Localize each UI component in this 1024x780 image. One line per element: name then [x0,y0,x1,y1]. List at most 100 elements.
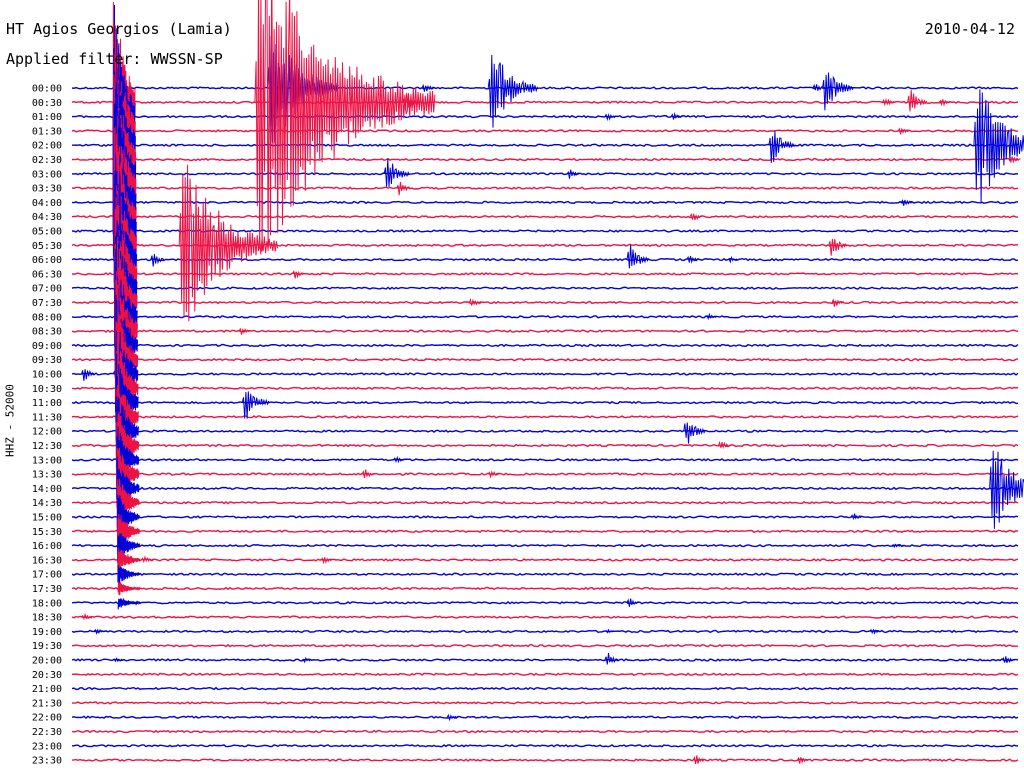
row-time-label: 01:30 [32,126,62,137]
event-waveform [670,111,684,120]
event-waveform [812,83,826,91]
trace-line [71,586,1019,591]
major-event-waveform [117,581,141,596]
row-time-label: 05:00 [32,227,62,238]
trace-line [71,558,1019,562]
event-waveform [626,598,640,607]
date-label: 2010-04-12 [924,20,1015,38]
event-waveform [897,127,911,135]
event-waveform [705,312,718,321]
row-time-label: 04:30 [32,212,62,223]
event-waveform [938,99,952,107]
trace-line [71,601,1019,605]
event-waveform [686,255,699,264]
trace-line [71,572,1019,576]
event-waveform [1001,656,1015,664]
trace-line [71,543,1019,548]
row-time-label: 11:00 [32,398,62,409]
row-time-label: 19:00 [32,627,62,638]
trace-line [71,300,1019,305]
row-time-label: 17:00 [32,570,62,581]
row-time-label: 03:00 [32,169,62,180]
trace-line [71,629,1019,634]
event-waveform [232,241,245,250]
event-waveform [828,238,848,256]
major-event-waveform [117,513,140,553]
trace-line [71,458,1019,462]
row-time-label: 04:00 [32,198,62,209]
row-time-label: 10:00 [32,370,62,381]
event-waveform [683,422,706,444]
event-waveform [973,89,1024,204]
row-time-label: 11:30 [32,412,62,423]
trace-line [71,315,1019,319]
trace-line [71,615,1019,619]
row-time-label: 17:30 [32,584,62,595]
event-waveform [93,628,107,635]
event-waveform [822,72,855,111]
row-time-label: 22:30 [32,727,62,738]
event-waveform [796,756,810,764]
trace-line [71,186,1019,190]
major-event-waveform [117,533,141,563]
event-waveform [907,89,928,112]
major-event-waveform [117,547,141,573]
trace-line [71,129,1019,133]
row-time-label: 15:30 [32,527,62,538]
trace-line [71,758,1019,762]
trace-line [71,157,1019,162]
event-waveform [881,98,895,107]
trace-line [71,443,1019,448]
row-time-label: 20:30 [32,670,62,681]
row-time-label: 12:00 [32,427,62,438]
trace-line [71,329,1019,333]
event-waveform [604,628,617,634]
trace-line [71,272,1019,276]
event-waveform [292,269,305,279]
event-waveform [361,469,375,479]
trace-line [71,529,1019,534]
trace-line [71,257,1019,262]
event-waveform [402,92,420,111]
event-waveform [487,54,538,128]
trace-line [71,744,1019,748]
event-waveform [393,455,406,464]
event-waveform [238,327,252,335]
trace-line [71,472,1019,476]
channel-axis-label: HHZ - 52000 [3,384,17,457]
row-time-label: 08:30 [32,327,62,338]
row-time-label: 01:00 [32,112,62,123]
row-time-label: 19:30 [32,641,62,652]
event-waveform [81,612,94,621]
event-waveform [727,255,740,264]
row-time-label: 07:00 [32,284,62,295]
row-time-label: 13:00 [32,455,62,466]
event-waveform [254,0,436,252]
event-waveform [900,199,914,206]
event-waveform [869,628,882,635]
event-waveform [717,440,731,450]
event-waveform [468,297,482,306]
row-time-label: 23:00 [32,741,62,752]
row-time-label: 08:00 [32,312,62,323]
trace-line [71,672,1019,677]
row-time-label: 16:00 [32,541,62,552]
trace-line [71,86,1019,90]
event-waveform [320,557,334,565]
row-time-label: 21:30 [32,698,62,709]
event-waveform [487,470,501,479]
event-waveform [81,369,96,381]
trace-line [71,172,1019,176]
trace-line [71,686,1019,691]
event-waveform [396,181,411,196]
row-time-label: 21:00 [32,684,62,695]
event-waveform [604,652,619,665]
row-time-label: 00:30 [32,98,62,109]
trace-line [71,114,1019,119]
trace-line [71,400,1019,405]
trace-line [71,515,1019,519]
trace-line [71,386,1019,391]
event-waveform [689,212,703,221]
row-time-label: 05:30 [32,241,62,252]
